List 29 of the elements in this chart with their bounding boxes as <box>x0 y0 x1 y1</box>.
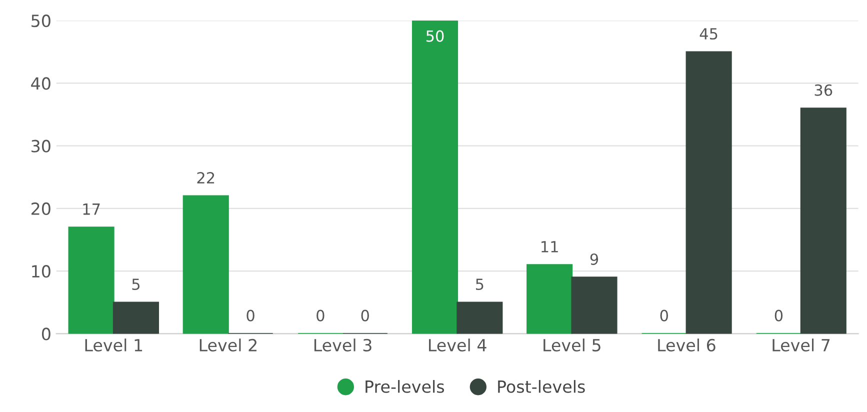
data-label: 50 <box>426 30 444 42</box>
data-label: 36 <box>814 84 832 96</box>
x-tick-label: Level 2 <box>200 338 256 352</box>
data-label: 0 <box>316 310 324 322</box>
x-tick-label: Level 7 <box>772 338 830 352</box>
x-tick-label: Level 1 <box>85 338 142 352</box>
data-label: 9 <box>590 253 598 266</box>
y-tick-label: 20 <box>32 202 50 216</box>
data-label: 5 <box>132 278 140 290</box>
x-tick-label: Level 6 <box>658 338 716 352</box>
y-tick-label: 50 <box>32 14 50 28</box>
x-tick-label: Level 3 <box>314 338 372 352</box>
x-tick-label: Level 4 <box>429 338 486 352</box>
data-label: 5 <box>476 278 484 290</box>
data-label: 0 <box>774 310 783 322</box>
data-label: 17 <box>83 204 100 215</box>
y-tick-label: 40 <box>31 77 50 90</box>
y-tick-label: 30 <box>32 140 50 152</box>
x-tick-label: Level 5 <box>544 338 600 352</box>
legend-label: Pre-levels <box>366 380 444 393</box>
data-label: 0 <box>246 310 254 322</box>
legend-label: Post-levels <box>498 380 585 393</box>
y-tick-label: 10 <box>32 265 50 278</box>
data-label: 0 <box>660 310 668 322</box>
data-label: 22 <box>197 172 214 184</box>
data-label: 0 <box>361 310 369 322</box>
data-label: 45 <box>700 28 718 40</box>
data-label: 11 <box>542 241 558 252</box>
y-tick-label: 0 <box>42 328 50 340</box>
